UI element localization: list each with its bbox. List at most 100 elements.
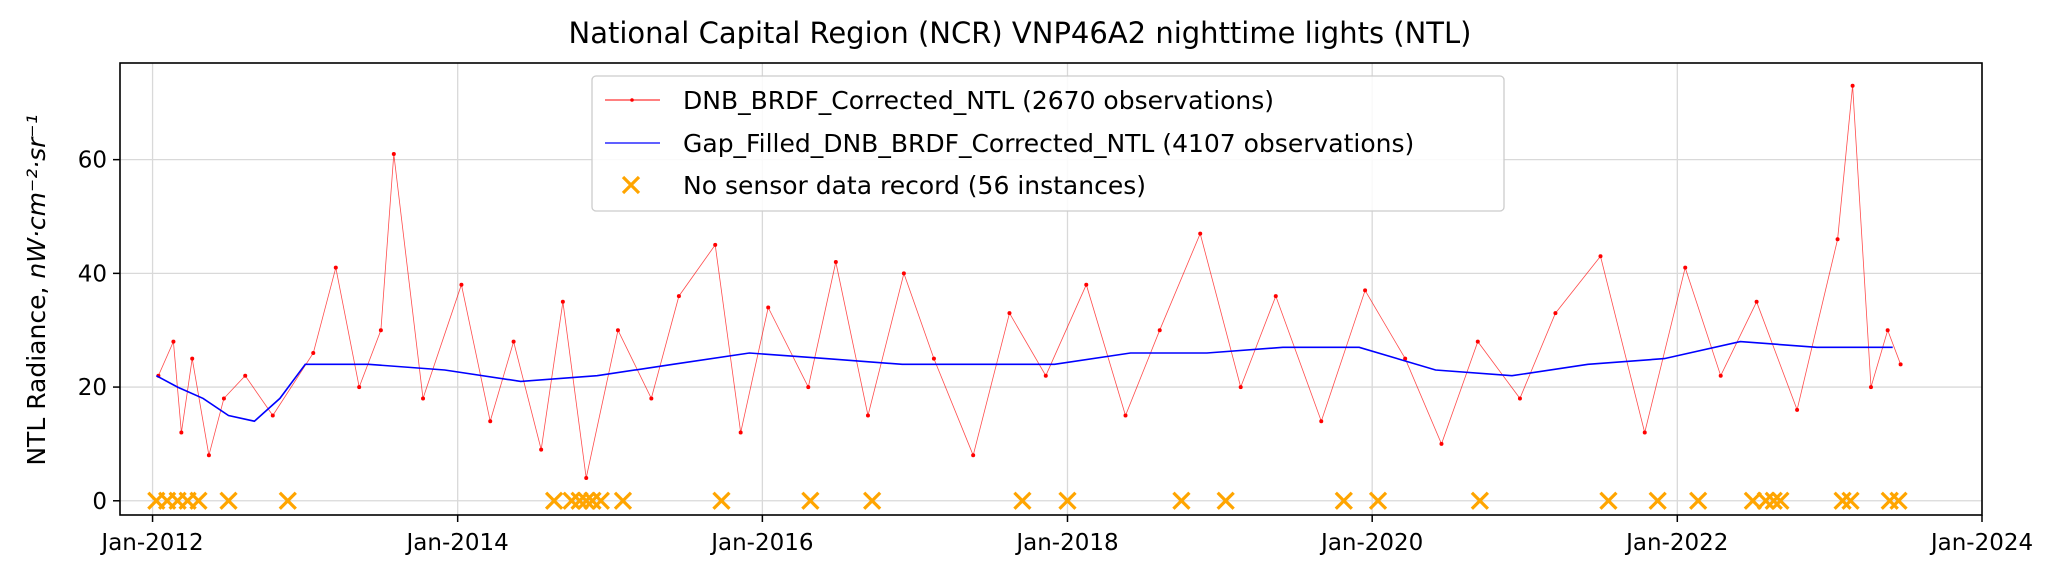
dnb-brdf-point — [391, 151, 396, 156]
no-sensor-marker — [1833, 491, 1852, 510]
x-tick-label: Jan-2016 — [709, 530, 813, 556]
y-tick-label: 60 — [78, 148, 107, 174]
dnb-brdf-point — [1642, 430, 1647, 435]
legend-label-no-sensor: No sensor data record (56 instances) — [683, 171, 1146, 200]
dnb-brdf-point — [378, 328, 383, 333]
dnb-brdf-point — [488, 419, 493, 424]
dnb-brdf-point — [459, 282, 464, 287]
x-tick-label: Jan-2014 — [405, 530, 509, 556]
legend: DNB_BRDF_Corrected_NTL (2670 observation… — [591, 75, 1505, 212]
no-sensor-marker — [577, 491, 596, 510]
legend-marker-orange-x — [621, 175, 641, 195]
dnb-brdf-point — [931, 356, 936, 361]
gap-filled-line — [155, 340, 1893, 423]
no-sensor-marker — [219, 491, 238, 510]
no-sensor-marker — [1889, 491, 1908, 510]
dnb-brdf-point — [1754, 299, 1759, 304]
plot-area — [147, 83, 1908, 510]
dnb-brdf-point — [615, 328, 620, 333]
dnb-brdf-point — [270, 413, 275, 418]
series-gap-filled — [155, 340, 1893, 423]
dnb-brdf-point — [560, 299, 565, 304]
dnb-brdf-point — [901, 271, 906, 276]
dnb-brdf-point — [511, 339, 516, 344]
dnb-brdf-point — [333, 265, 338, 270]
y-axis-label: NTL Radiance, nW·cm⁻²·sr⁻¹ — [22, 114, 51, 465]
legend-marker-red — [630, 98, 634, 102]
dnb-brdf-point — [171, 339, 176, 344]
legend-label-gap-filled: Gap_Filled_DNB_BRDF_Corrected_NTL (4107 … — [683, 129, 1414, 158]
dnb-brdf-point — [221, 396, 226, 401]
dnb-brdf-point — [539, 447, 544, 452]
dnb-brdf-point — [1885, 328, 1890, 333]
dnb-brdf-point — [190, 356, 195, 361]
x-tick-label: Jan-2020 — [1319, 530, 1423, 556]
dnb-brdf-point — [1868, 385, 1873, 390]
plot-frame — [119, 62, 1983, 516]
no-sensor-marker — [712, 491, 731, 510]
dnb-brdf-point — [649, 396, 654, 401]
no-sensor-marker — [1841, 491, 1860, 510]
dnb-brdf-point — [243, 373, 248, 378]
dnb-brdf-point — [1363, 288, 1368, 293]
dnb-brdf-point — [311, 350, 316, 355]
dnb-brdf-point — [1198, 231, 1203, 236]
dnb-brdf-point — [676, 294, 681, 299]
no-sensor-marker — [1172, 491, 1191, 510]
series-no-sensor-data — [147, 491, 1908, 510]
dnb-brdf-point — [1553, 311, 1558, 316]
dnb-brdf-point — [1157, 328, 1162, 333]
dnb-brdf-point — [206, 453, 211, 458]
y-tick-label: 0 — [92, 489, 107, 515]
dnb-brdf-point — [1439, 441, 1444, 446]
legend-box — [591, 75, 1505, 212]
dnb-brdf-point — [1007, 311, 1012, 316]
dnb-brdf-point — [421, 396, 426, 401]
no-sensor-marker — [1368, 491, 1388, 510]
dnb-brdf-point — [1598, 254, 1603, 259]
dnb-brdf-point — [1850, 83, 1855, 88]
dnb-brdf-point — [179, 430, 184, 435]
no-sensor-marker — [801, 491, 820, 510]
no-sensor-marker — [1756, 491, 1775, 510]
no-sensor-marker — [544, 491, 564, 510]
no-sensor-marker — [1058, 491, 1077, 510]
no-sensor-marker — [583, 491, 602, 510]
dnb-brdf-point — [1683, 265, 1688, 270]
dnb-brdf-point — [1718, 373, 1723, 378]
x-tick-label: Jan-2022 — [1624, 530, 1728, 556]
dnb-brdf-point — [1475, 339, 1480, 344]
no-sensor-marker — [1648, 491, 1667, 510]
no-sensor-marker — [562, 491, 581, 510]
no-sensor-marker — [278, 491, 297, 510]
chart-title: National Capital Region (NCR) VNP46A2 ni… — [569, 16, 1472, 50]
legend-label-dnb-brdf: DNB_BRDF_Corrected_NTL (2670 observation… — [683, 86, 1274, 115]
dnb-brdf-point — [1319, 419, 1324, 424]
dnb-brdf-point — [971, 453, 976, 458]
no-sensor-marker — [1013, 491, 1032, 510]
dnb-brdf-point — [833, 259, 838, 264]
dnb-brdf-point — [584, 476, 589, 481]
no-sensor-marker — [591, 491, 610, 510]
y-axis: 0 20 40 60 — [78, 148, 120, 515]
x-tick-label: Jan-2024 — [1929, 530, 2033, 556]
x-axis: Jan-2012 Jan-2014 Jan-2016 Jan-2018 Jan-2020… — [99, 515, 2033, 556]
dnb-brdf-point — [1238, 385, 1243, 390]
x-tick-label: Jan-2012 — [99, 530, 203, 556]
no-sensor-marker — [1743, 491, 1762, 510]
dnb-brdf-point — [1273, 294, 1278, 299]
y-tick-label: 20 — [78, 375, 107, 401]
x-tick-label: Jan-2018 — [1014, 530, 1118, 556]
no-sensor-marker — [189, 491, 208, 510]
series-dnb-brdf — [156, 83, 1903, 481]
dnb-brdf-line — [158, 85, 1901, 479]
dnb-brdf-point — [357, 385, 362, 390]
dnb-brdf-point — [1898, 362, 1903, 367]
dnb-brdf-point — [806, 385, 811, 390]
dnb-brdf-point — [1795, 407, 1800, 412]
dnb-brdf-point — [738, 430, 743, 435]
dnb-brdf-point — [766, 305, 771, 310]
dnb-brdf-point — [1517, 396, 1522, 401]
y-tick-label: 40 — [78, 261, 107, 287]
dnb-brdf-point — [1835, 237, 1840, 242]
